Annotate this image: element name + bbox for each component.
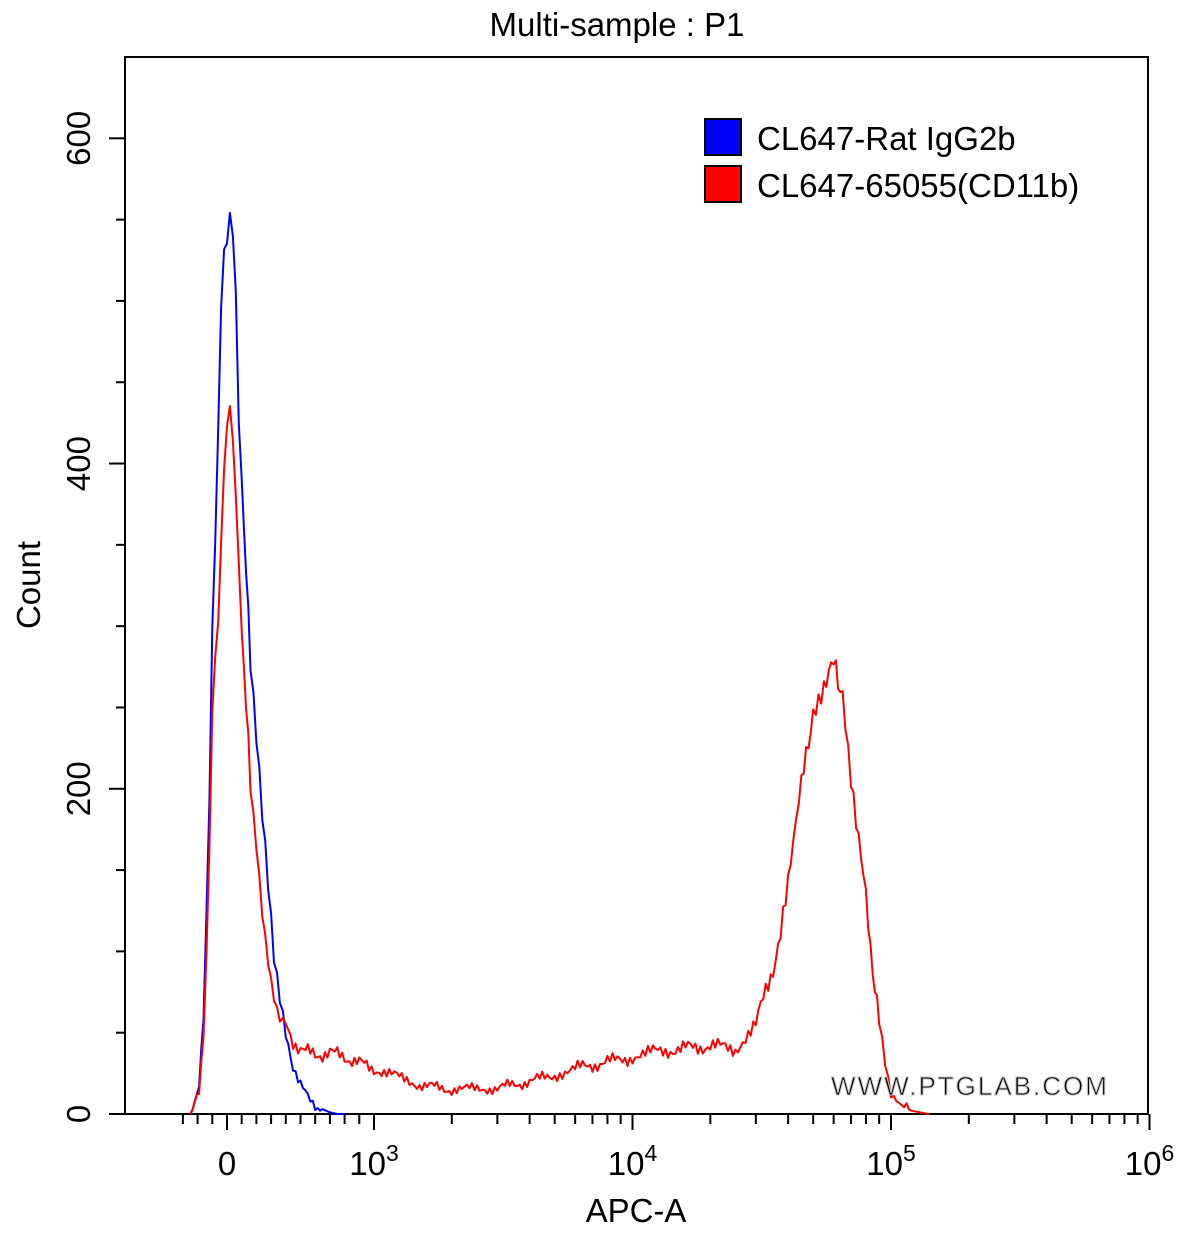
y-tick-label: 0 [60,1105,97,1123]
y-axis: 0 200 400 600 [60,111,125,1123]
x-axis-label: APC-A [586,1192,687,1229]
legend-label: CL647-65055(CD11b) [757,167,1079,204]
legend-label: CL647-Rat IgG2b [757,120,1016,157]
chart-title: Multi-sample : P1 [490,6,745,43]
x-tick-label: 0 [218,1145,236,1182]
x-tick-label: 104 [608,1140,658,1182]
legend: CL647-Rat IgG2b CL647-65055(CD11b) [704,118,1079,204]
x-tick-label: 105 [866,1140,916,1182]
series-line-cd11b [189,405,929,1115]
watermark: WWW.PTGLAB.COM [831,1071,1109,1101]
legend-swatch [704,165,742,203]
x-tick-label: 106 [1125,1140,1175,1182]
x-tick-label: 103 [349,1140,399,1182]
y-tick-label: 400 [60,436,97,491]
plot-frame [124,56,1149,1115]
series-layer [189,211,929,1115]
series-line-isotype [189,211,345,1115]
y-tick-label: 200 [60,761,97,816]
x-axis: 0 103 104 105 106 [181,1114,1175,1182]
legend-swatch [704,118,742,156]
y-axis-label: Count [10,541,47,629]
y-tick-label: 600 [60,111,97,166]
